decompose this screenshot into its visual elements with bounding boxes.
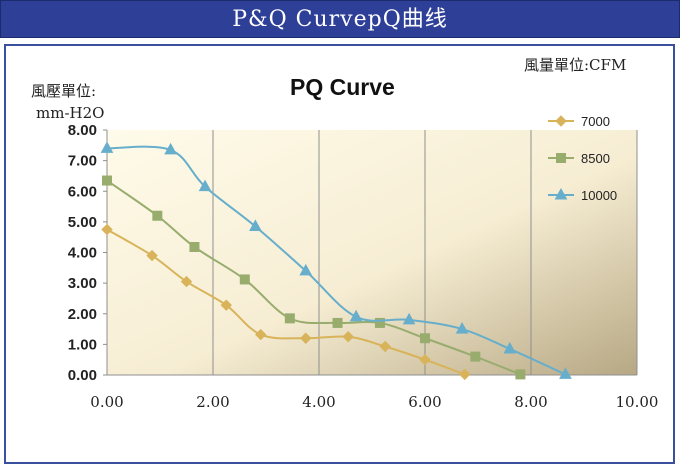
legend: 7000 8500 10000 [548, 114, 617, 203]
y-tick-label: 5.00 [68, 214, 97, 231]
pressure-unit-label: 風壓單位: [31, 82, 97, 100]
y-tick-label: 1.00 [68, 336, 97, 353]
legend-label: 8500 [581, 151, 610, 166]
data-point [332, 317, 343, 328]
y-tick-label: 6.00 [68, 183, 97, 200]
data-point [349, 309, 363, 322]
legend-label: 10000 [581, 188, 617, 203]
legend-item-10000: 10000 [548, 187, 617, 203]
y-tick-label: 0.00 [68, 367, 97, 384]
tick-labels: 0.00 2.00 4.00 6.00 8.00 10.00 0.00 1.00 2.00 3.0… [68, 122, 659, 411]
data-point [503, 341, 517, 354]
legend-marker [554, 187, 568, 200]
data-point [254, 328, 267, 341]
data-point [419, 353, 431, 366]
legend-marker [555, 115, 567, 127]
data-point [342, 331, 354, 343]
y-tick-label: 8.00 [68, 122, 97, 139]
page-header: P&Q CurvepQ曲线 [0, 0, 680, 38]
legend-label: 7000 [581, 114, 610, 129]
data-point [100, 141, 114, 153]
data-point [559, 367, 572, 379]
legend-item-7000: 7000 [548, 114, 610, 129]
x-tick-label: 2.00 [196, 393, 229, 411]
y-tick-label: 3.00 [68, 275, 97, 292]
data-point [180, 275, 193, 288]
chart-title: PQ Curve [290, 74, 395, 100]
data-point [402, 312, 416, 325]
data-point [300, 332, 312, 344]
data-point [515, 369, 526, 380]
data-point [420, 333, 430, 344]
data-point [379, 340, 391, 353]
x-tick-label: 10.00 [616, 393, 659, 411]
y-tick-label: 4.00 [68, 245, 97, 262]
data-point [459, 368, 471, 381]
data-point [101, 223, 113, 236]
series-10000 [100, 141, 572, 379]
series-7000 [101, 223, 471, 381]
data-point [470, 351, 481, 362]
data-point [249, 219, 262, 231]
data-point [146, 249, 158, 262]
x-tick-label: 0.00 [90, 393, 123, 411]
flow-unit-label: 風量單位:CFM [524, 56, 627, 74]
series-line [106, 228, 466, 376]
header-title: P&Q CurvepQ曲线 [232, 7, 448, 32]
data-point [152, 210, 163, 221]
legend-marker [556, 153, 566, 163]
y-tick-label: 7.00 [68, 153, 97, 170]
x-tick-label: 8.00 [514, 393, 547, 411]
series-8500 [102, 175, 526, 380]
series-group [100, 141, 572, 381]
data-point [102, 175, 112, 186]
x-tick-label: 4.00 [302, 393, 335, 411]
data-point [299, 263, 313, 276]
series-line [106, 145, 566, 376]
data-point [189, 241, 200, 252]
pressure-unit-value: mm-H2O [36, 104, 105, 122]
axes [103, 129, 637, 376]
legend-item-8500: 8500 [548, 151, 610, 166]
y-tick-label: 2.00 [68, 306, 97, 323]
data-point [164, 142, 177, 155]
data-point [374, 317, 385, 328]
data-point [284, 313, 295, 324]
data-point [455, 322, 469, 334]
data-point [239, 274, 250, 285]
x-tick-label: 6.00 [408, 393, 441, 411]
data-point [220, 299, 232, 311]
plot-area [107, 130, 637, 375]
series-line [106, 179, 521, 376]
data-point [198, 179, 212, 192]
